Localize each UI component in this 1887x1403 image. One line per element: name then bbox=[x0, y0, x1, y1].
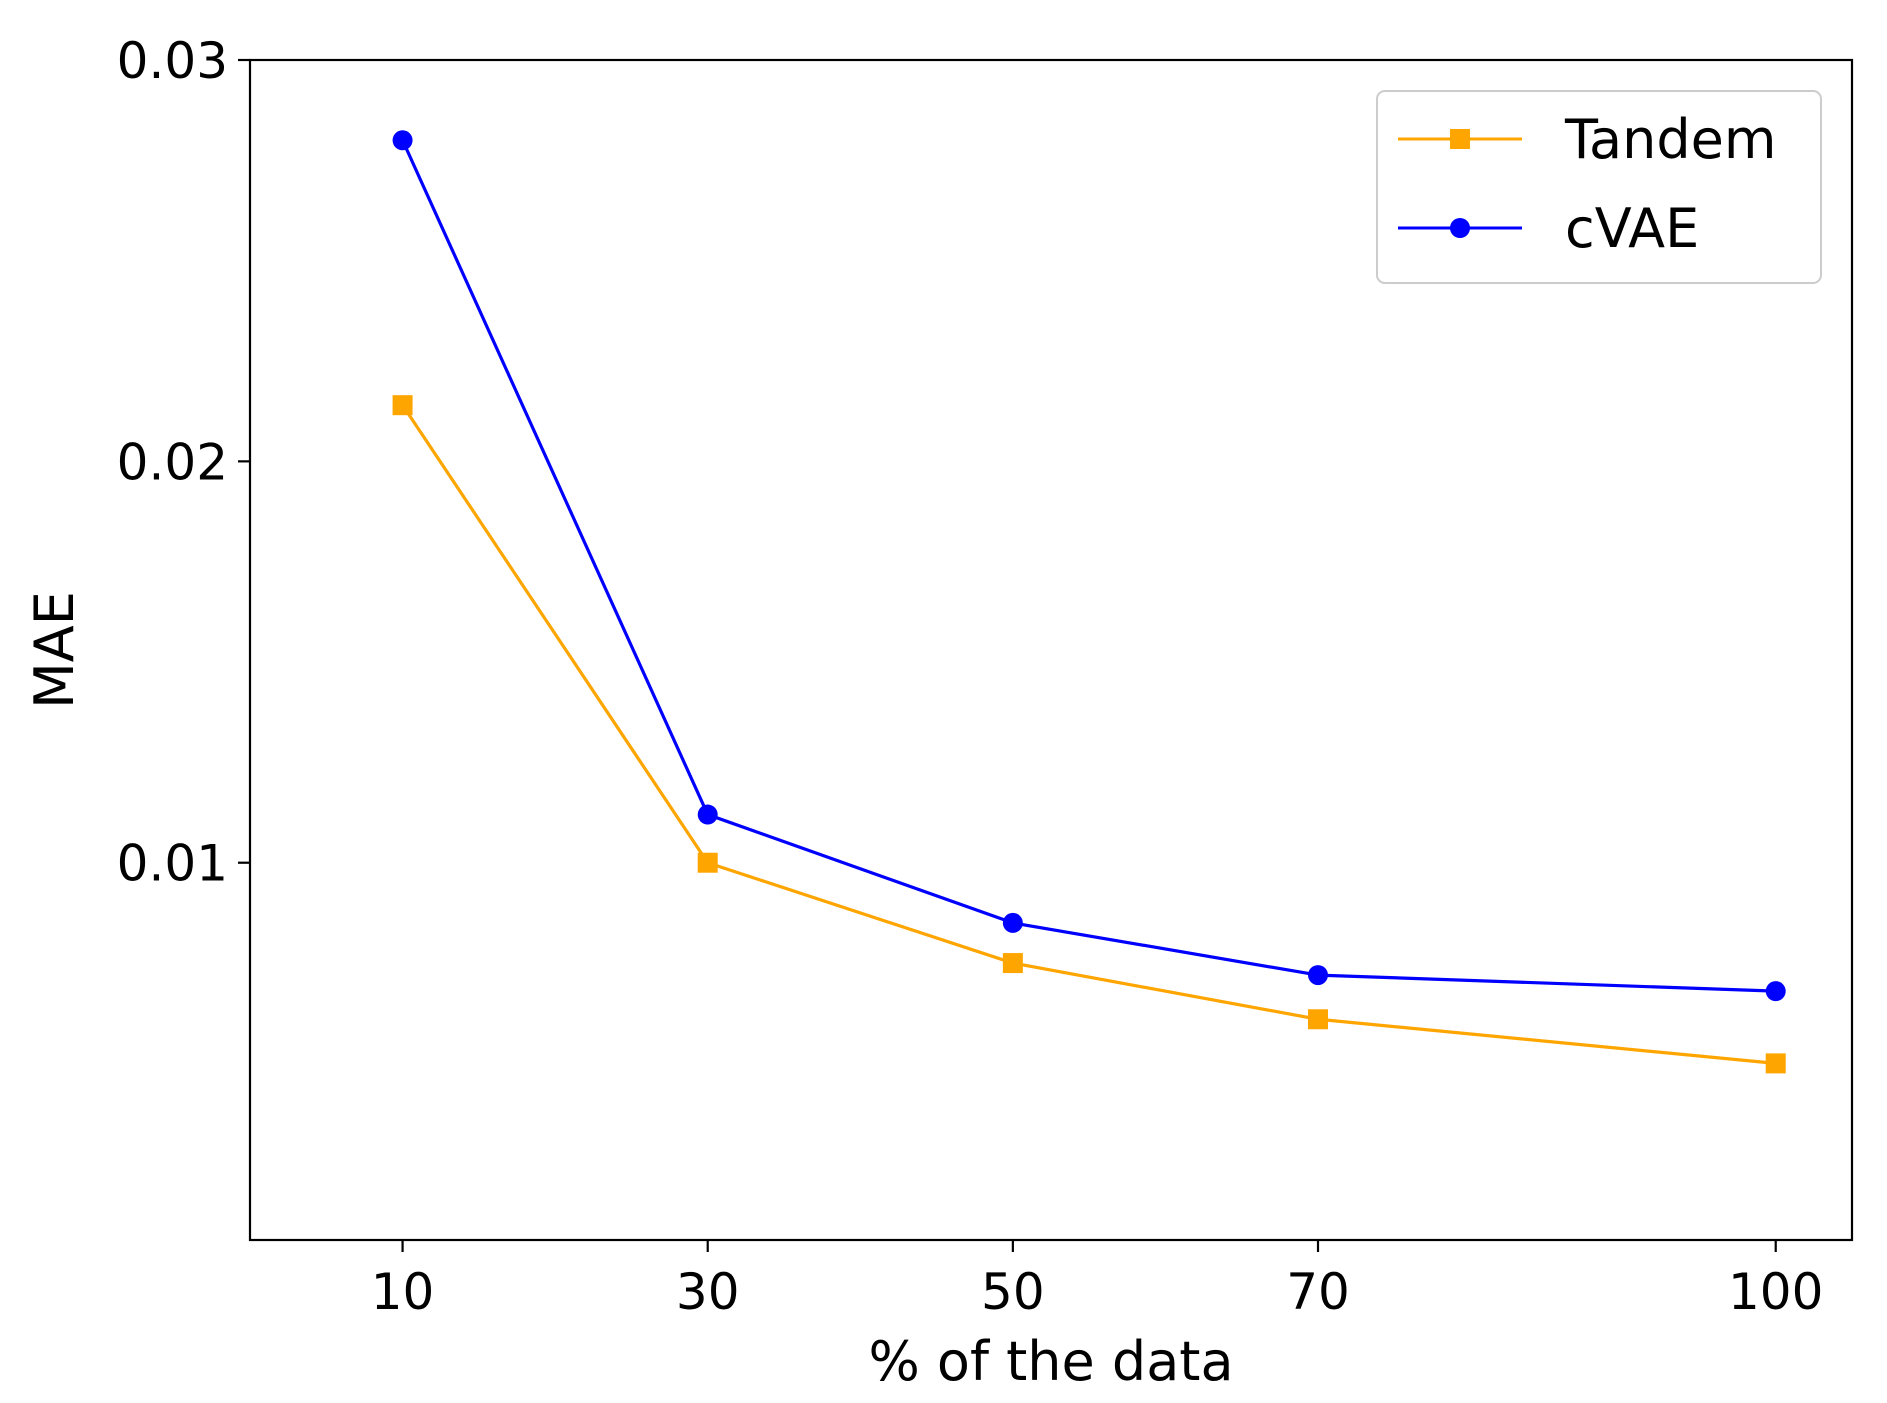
y-axis-ticks: 0.01 0.02 0.03 bbox=[117, 32, 250, 893]
point-cvae-10 bbox=[392, 130, 413, 151]
y-tick-label-0.01: 0.01 bbox=[117, 835, 228, 893]
y-axis-label: MAE bbox=[23, 591, 86, 709]
legend-label-cvae: cVAE bbox=[1565, 197, 1699, 260]
point-tandem-100 bbox=[1765, 1053, 1786, 1074]
point-tandem-50 bbox=[1002, 953, 1023, 974]
series-cvae bbox=[392, 130, 1786, 1002]
x-axis-ticks: 10 30 50 70 100 bbox=[371, 1240, 1823, 1321]
x-tick-label-70: 70 bbox=[1286, 1263, 1350, 1321]
legend-marker-tandem bbox=[1450, 129, 1470, 149]
point-cvae-50 bbox=[1002, 912, 1023, 933]
point-cvae-100 bbox=[1765, 981, 1786, 1002]
point-tandem-70 bbox=[1308, 1009, 1328, 1030]
point-cvae-70 bbox=[1308, 965, 1328, 986]
legend-marker-cvae bbox=[1450, 218, 1470, 238]
series-layer bbox=[392, 130, 1786, 1074]
point-cvae-30 bbox=[697, 804, 718, 825]
y-tick-label-0.03: 0.03 bbox=[117, 32, 228, 90]
x-axis-label: % of the data bbox=[868, 1330, 1233, 1393]
x-tick-label-100: 100 bbox=[1728, 1263, 1823, 1321]
series-tandem bbox=[392, 395, 1786, 1074]
plot-frame bbox=[248, 58, 1854, 1242]
y-tick-label-0.02: 0.02 bbox=[117, 433, 228, 491]
legend: Tandem cVAE bbox=[1376, 90, 1822, 284]
x-tick-label-50: 50 bbox=[981, 1263, 1045, 1321]
x-tick-label-10: 10 bbox=[371, 1263, 435, 1321]
legend-label-tandem: Tandem bbox=[1564, 108, 1776, 171]
x-tick-label-30: 30 bbox=[676, 1263, 740, 1321]
point-tandem-10 bbox=[392, 395, 413, 416]
point-tandem-30 bbox=[697, 852, 718, 873]
